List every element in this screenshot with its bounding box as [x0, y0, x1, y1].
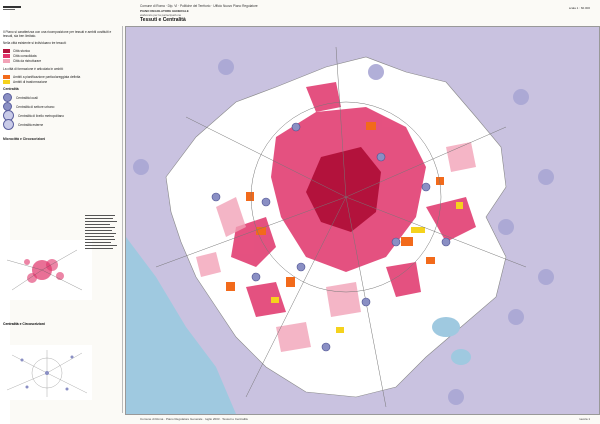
legend-centrality-title: Centralità: [3, 87, 19, 91]
centralita-inset-map: [2, 345, 92, 400]
header-org: Comune di Roma · Dip. VI · Politiche del…: [140, 4, 258, 8]
legend-panel: Il Piano si caratterizza con una ricompo…: [3, 30, 121, 414]
legend-centrality-locali: Centralità locali: [3, 93, 121, 102]
brand-logo: [3, 6, 23, 10]
swatch: [3, 58, 10, 63]
microcitta-inset-map: [2, 240, 92, 300]
legend-item-citta-ristrutturare: Città da ristrutturare: [3, 58, 121, 63]
legend-item-citta-consolidata: Città consolidata: [3, 53, 121, 58]
legend-centrality-esterne: Centralità esterne: [3, 119, 121, 130]
header-subtitle: PIANO REGOLATORE GENERALE: [140, 9, 189, 13]
circoscrizioni-list: [85, 215, 120, 305]
city-map-svg: [126, 27, 599, 414]
centrality-icon: [3, 119, 14, 130]
legend-item-ambiti-pianificazione: Ambiti a pianificazione particolareggiat…: [3, 74, 121, 79]
citta-ristrutturare-layer: [196, 142, 476, 352]
swatch: [3, 53, 10, 58]
legend-intro: Il Piano si caratterizza con una ricompo…: [3, 30, 112, 38]
legend-item-citta-storica: Città storica: [3, 48, 121, 53]
ambiti-pianificazione-layer: [226, 122, 444, 291]
section1-title: Microcittà e Circoscrizioni: [3, 137, 46, 141]
swatch: [3, 79, 10, 84]
legend-item-ambiti-trasformazione: Ambiti di trasformazione: [3, 79, 121, 84]
footer-right: tavola 1: [579, 417, 590, 421]
sea-area: [126, 237, 236, 414]
left-margin: [0, 0, 10, 424]
road-network: [155, 46, 527, 408]
lake: [451, 349, 471, 365]
legend-city-caption: Nella città esistente si individuano tre…: [3, 41, 67, 45]
header-subtitle2: elaborato per la partecipazione: [140, 13, 182, 17]
centralita-urbane: [211, 122, 451, 352]
main-map: [125, 26, 600, 415]
column-separator: [122, 26, 123, 413]
title-block: Comune di Roma · Dip. VI · Politiche del…: [128, 2, 598, 24]
centrality-icon: [3, 93, 12, 102]
map-scale: scala 1 : 60.000: [568, 6, 590, 10]
legend-centrality-metropolitano: Centralità di livello metropolitano: [3, 110, 121, 121]
centralita-esterne: [133, 59, 554, 405]
citta-storica-core: [306, 147, 381, 232]
legend-transform-caption: La città di formazione è articolata in a…: [3, 67, 64, 71]
footer: Comune di Roma · Piano Regolatore Genera…: [128, 415, 598, 423]
section2-title: Centralità e Circoscrizioni: [3, 322, 45, 326]
legend-centrality-settore: Centralità di settore urbano: [3, 102, 121, 111]
footer-left: Comune di Roma · Piano Regolatore Genera…: [140, 417, 248, 421]
swatch: [3, 74, 10, 79]
page-title: Tessuti e Centralità: [140, 17, 186, 23]
lake: [432, 317, 460, 337]
swatch: [3, 48, 10, 53]
ambiti-trasformazione-layer: [271, 202, 463, 333]
